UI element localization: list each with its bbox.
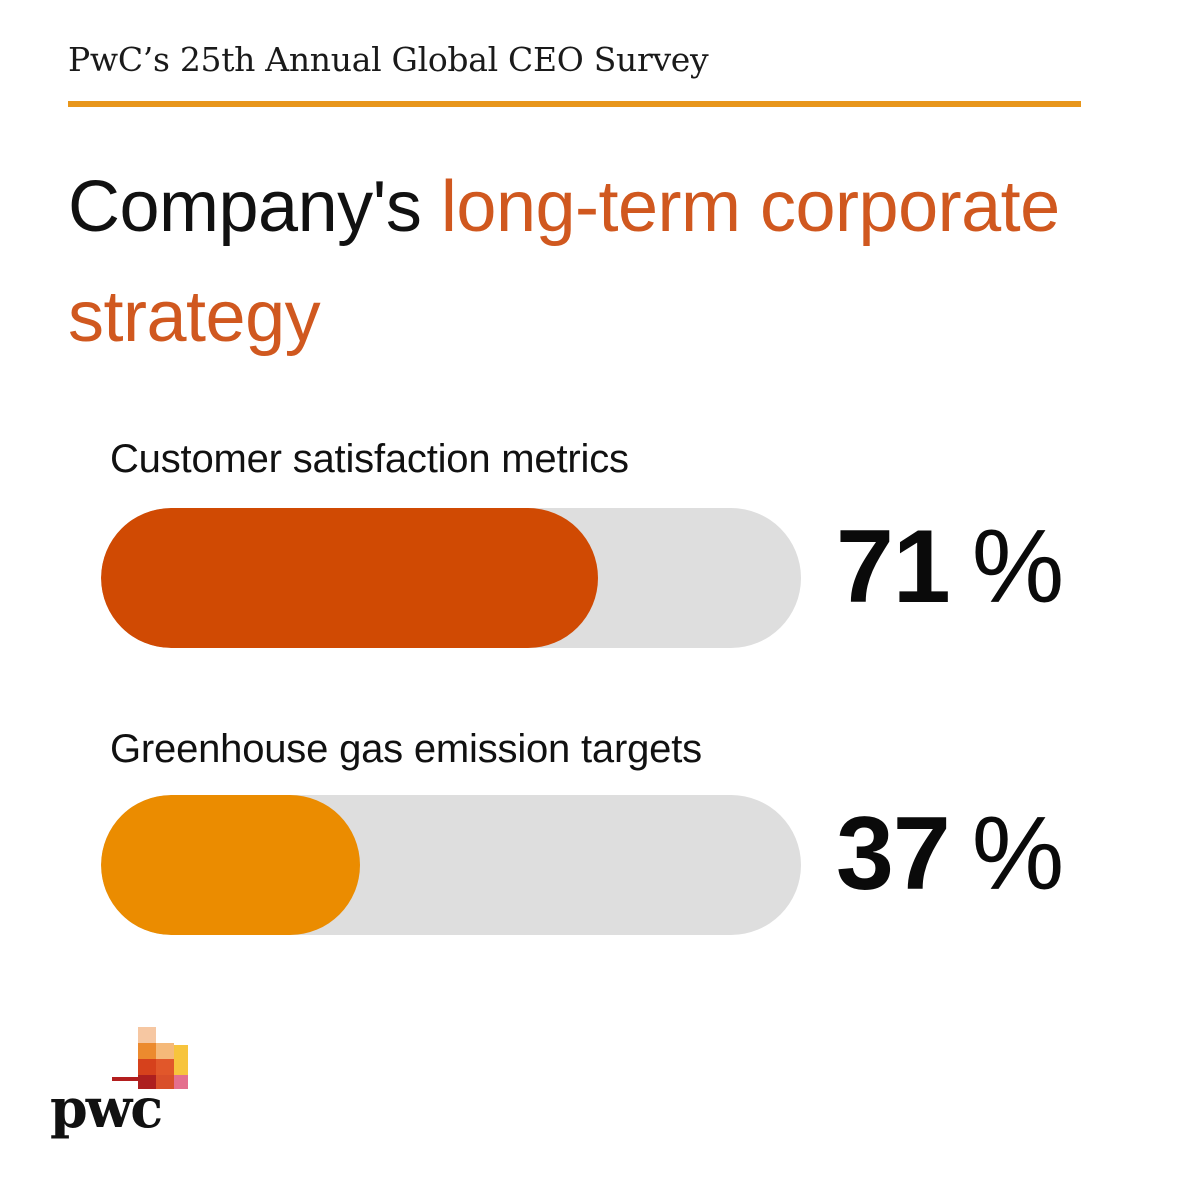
survey-eyebrow: PwC’s 25th Annual Global CEO Survey [68, 40, 709, 79]
page-title: Company's long-term corporate strategy [68, 152, 1068, 372]
header-rule [68, 101, 1081, 107]
bar-fill-customer-satisfaction [101, 508, 598, 648]
value-unit: % [971, 509, 1064, 625]
bar-track-customer-satisfaction [101, 508, 801, 648]
bar-track-greenhouse-gas [101, 795, 801, 935]
bar-label-greenhouse-gas: Greenhouse gas emission targets [110, 727, 702, 771]
pwc-logo-icon [112, 1027, 188, 1089]
pwc-wordmark: pwc [50, 1076, 163, 1140]
value-label-greenhouse-gas: 37% [836, 802, 1064, 906]
value-unit: % [971, 796, 1064, 912]
value-label-customer-satisfaction: 71% [836, 515, 1064, 619]
title-highlight: long-term corporate strategy [68, 167, 1060, 357]
value-number: 71 [836, 509, 951, 625]
bar-label-customer-satisfaction: Customer satisfaction metrics [110, 437, 629, 481]
title-lead: Company's [68, 167, 441, 247]
bar-fill-greenhouse-gas [101, 795, 360, 935]
value-number: 37 [836, 796, 951, 912]
